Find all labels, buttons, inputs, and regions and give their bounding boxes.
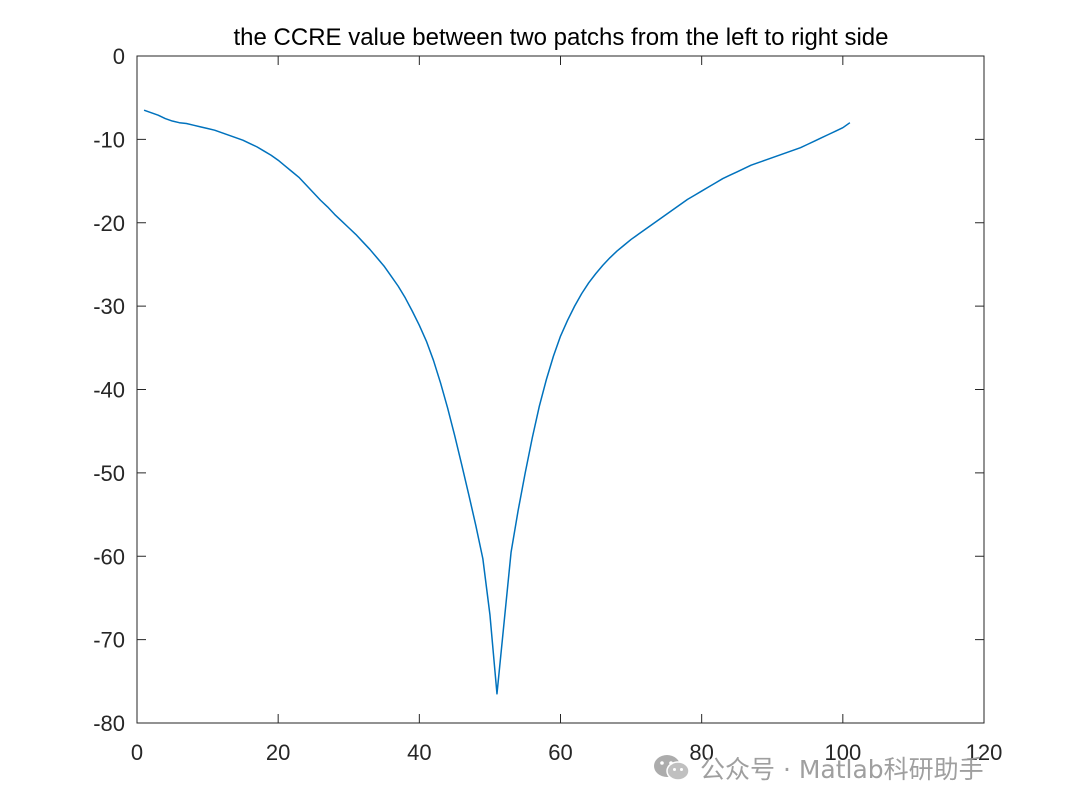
x-tick-label: 120: [966, 740, 1003, 765]
x-tick-label: 100: [824, 740, 861, 765]
chart-title: the CCRE value between two patchs from t…: [234, 24, 889, 51]
y-tick-label: -60: [93, 544, 125, 569]
y-tick-label: -40: [93, 378, 125, 403]
y-tick-label: -70: [93, 628, 125, 653]
x-tick-label: 0: [131, 740, 143, 765]
y-tick-labels: 0 -10 -20 -30 -40 -50 -60 -70 -80: [93, 44, 125, 736]
x-tick-label: 60: [548, 740, 572, 765]
y-tick-label: -80: [93, 711, 125, 736]
y-tick-label: 0: [113, 44, 125, 69]
plot-area: [136, 55, 985, 724]
x-tick-labels: 0 20 40 60 80 100 120: [131, 740, 1002, 765]
wechat-icon: [652, 753, 692, 783]
y-tick-label: -20: [93, 211, 125, 236]
watermark: 公众号 · Matlab科研助手: [652, 750, 984, 786]
x-tick-label: 80: [689, 740, 713, 765]
y-tick-label: -50: [93, 461, 125, 486]
x-tick-label: 40: [407, 740, 431, 765]
watermark-text: 公众号 · Matlab科研助手: [700, 755, 984, 784]
y-tick-label: -30: [93, 294, 125, 319]
axis-ticks: [136, 55, 985, 724]
series-line: [143, 109, 851, 695]
y-tick-label: -10: [93, 127, 125, 152]
x-tick-label: 20: [266, 740, 290, 765]
